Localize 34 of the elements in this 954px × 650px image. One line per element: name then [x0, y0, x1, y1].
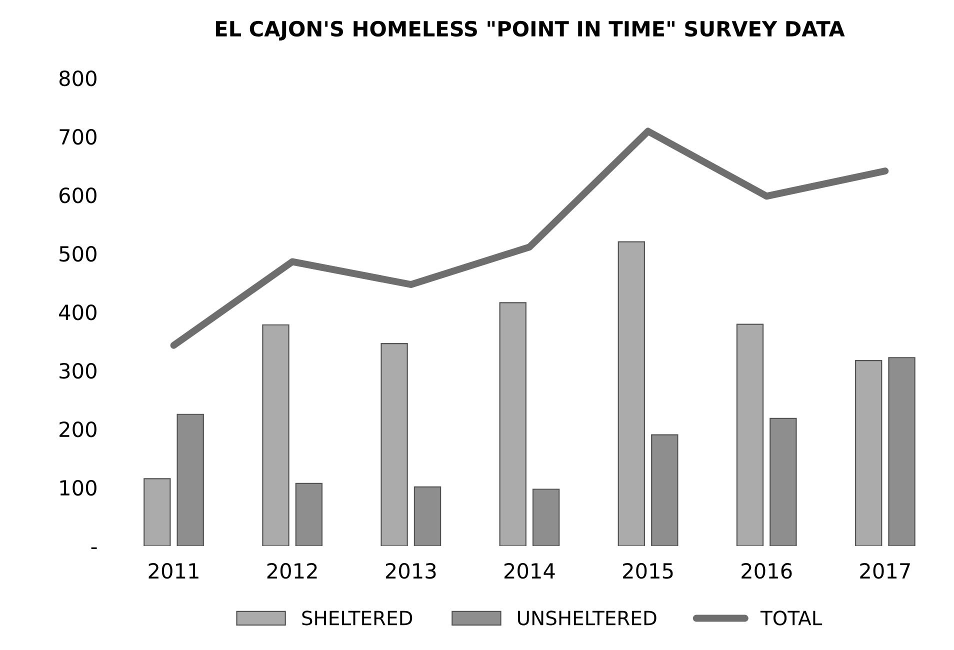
- y-tick-label: -: [91, 547, 97, 550]
- y-tick-label: 400: [59, 304, 96, 320]
- bar: [144, 478, 171, 546]
- chart-title: EL CAJON'S HOMELESS "POINT IN TIME" SURVEY DATA: [216, 20, 845, 41]
- bar: [262, 324, 290, 546]
- x-tick-label: 2012: [267, 563, 317, 579]
- x-tick-label: 2011: [148, 563, 198, 579]
- bar: [618, 241, 646, 546]
- bar: [295, 482, 323, 546]
- y-tick-label: 600: [60, 187, 96, 204]
- y-tick-label: 100: [60, 480, 96, 496]
- y-tick-label: 700: [60, 128, 96, 145]
- bar: [770, 418, 797, 546]
- bar: [499, 302, 526, 546]
- legend-label: UNSHELTERED: [518, 610, 656, 626]
- bar: [176, 414, 204, 546]
- bar: [854, 360, 882, 546]
- bar: [414, 486, 442, 546]
- y-tick-label: 800: [59, 70, 96, 86]
- bar: [651, 434, 678, 546]
- x-tick-label: 2016: [742, 563, 792, 579]
- y-tick-label: 200: [60, 421, 96, 438]
- x-tick-label: 2013: [386, 563, 436, 579]
- bar: [888, 357, 916, 546]
- bar: [532, 488, 560, 546]
- legend-label: SHELTERED: [302, 610, 412, 626]
- x-tick-label: 2015: [623, 563, 673, 579]
- y-tick-label: 500: [60, 246, 96, 262]
- bar: [736, 324, 764, 546]
- x-tick-label: 2014: [504, 563, 555, 579]
- bar: [380, 343, 408, 546]
- y-tick-label: 300: [60, 362, 96, 379]
- legend-label: TOTAL: [760, 610, 822, 626]
- x-tick-label: 2017: [860, 563, 910, 579]
